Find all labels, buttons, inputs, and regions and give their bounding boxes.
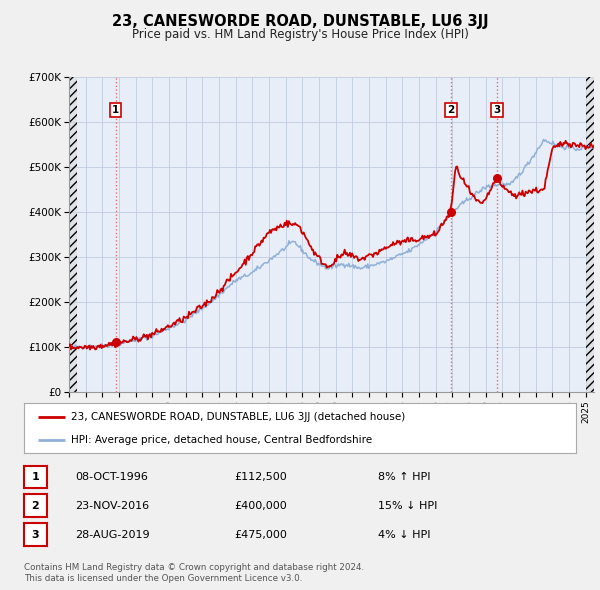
Text: This data is licensed under the Open Government Licence v3.0.: This data is licensed under the Open Gov…	[24, 573, 302, 583]
Text: £400,000: £400,000	[234, 501, 287, 510]
Text: 23, CANESWORDE ROAD, DUNSTABLE, LU6 3JJ: 23, CANESWORDE ROAD, DUNSTABLE, LU6 3JJ	[112, 14, 488, 29]
Text: 2: 2	[447, 105, 454, 115]
Text: 23, CANESWORDE ROAD, DUNSTABLE, LU6 3JJ (detached house): 23, CANESWORDE ROAD, DUNSTABLE, LU6 3JJ …	[71, 411, 405, 421]
Text: 4% ↓ HPI: 4% ↓ HPI	[378, 530, 431, 539]
Text: 8% ↑ HPI: 8% ↑ HPI	[378, 472, 431, 481]
Text: £475,000: £475,000	[234, 530, 287, 539]
Text: 15% ↓ HPI: 15% ↓ HPI	[378, 501, 437, 510]
Text: Contains HM Land Registry data © Crown copyright and database right 2024.: Contains HM Land Registry data © Crown c…	[24, 563, 364, 572]
Text: 2: 2	[32, 501, 39, 510]
Text: 23-NOV-2016: 23-NOV-2016	[75, 501, 149, 510]
Text: 3: 3	[32, 530, 39, 539]
Text: HPI: Average price, detached house, Central Bedfordshire: HPI: Average price, detached house, Cent…	[71, 435, 372, 445]
Text: 3: 3	[493, 105, 500, 115]
Text: £112,500: £112,500	[234, 472, 287, 481]
Text: 1: 1	[112, 105, 119, 115]
Text: Price paid vs. HM Land Registry's House Price Index (HPI): Price paid vs. HM Land Registry's House …	[131, 28, 469, 41]
Text: 1: 1	[32, 472, 39, 481]
Text: 08-OCT-1996: 08-OCT-1996	[75, 472, 148, 481]
Text: 28-AUG-2019: 28-AUG-2019	[75, 530, 149, 539]
